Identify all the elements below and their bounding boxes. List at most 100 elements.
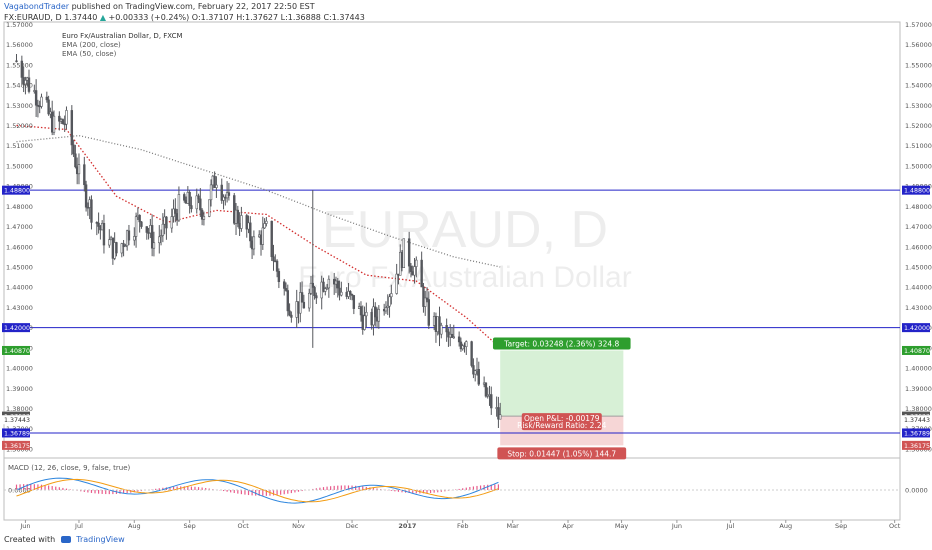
price-axis-tick-right: 1.50000	[905, 162, 932, 170]
candle-body	[209, 184, 213, 201]
time-axis-label: Mar	[507, 522, 520, 530]
price-tag-left: 1.36175	[4, 443, 30, 450]
price-axis-tick-left: 1.47000	[6, 223, 33, 231]
candle-body	[395, 273, 398, 294]
candle-body	[450, 333, 454, 338]
price-axis-tick-left: 1.57000	[6, 21, 33, 29]
price-axis-tick-left: 1.43000	[6, 304, 33, 312]
candle-body	[445, 325, 448, 333]
time-axis-label: Aug	[128, 522, 141, 530]
time-axis-label: Aug	[779, 522, 792, 530]
candle-body	[200, 209, 204, 220]
candle-body	[384, 307, 388, 312]
price-axis-tick-right: 1.56000	[905, 41, 932, 49]
price-axis-tick-left: 1.40000	[6, 365, 33, 373]
candle-body	[122, 243, 125, 247]
legend-instrument: Euro Fx/Australian Dollar, D, FXCM	[62, 32, 183, 40]
tradingview-link[interactable]: TradingView	[76, 535, 125, 544]
time-axis-label: Apr	[562, 522, 574, 530]
price-axis-tick-right: 1.57000	[905, 21, 932, 29]
candle-body	[340, 291, 343, 296]
candle-body	[415, 259, 418, 267]
ohlc-low-label: L:	[280, 13, 288, 22]
price-axis-tick-right: 1.44000	[905, 284, 932, 292]
candle-body	[236, 209, 240, 224]
published-text: published on TradingView.com, February 2…	[71, 2, 315, 11]
candle-body	[288, 310, 291, 316]
price-tag-left: 1.48800	[4, 188, 30, 195]
candle-body	[327, 278, 331, 289]
candle-body	[265, 220, 268, 224]
candle-body	[322, 281, 325, 292]
candle-body	[233, 195, 236, 224]
price-tag-left: 1.37443	[4, 417, 30, 424]
footer: Created with TradingView	[4, 535, 125, 544]
ema50-polyline	[16, 124, 501, 349]
long-position-tool[interactable]	[500, 350, 624, 446]
price-axis-tick-right: 1.51000	[905, 142, 932, 150]
candle-body	[474, 370, 477, 375]
price-tag-left-bg	[2, 185, 30, 195]
candle-body	[120, 243, 124, 254]
target-label: Target: 0.03248 (2.36%) 324.8	[503, 339, 619, 348]
candle-body	[315, 295, 318, 299]
candle-body	[140, 221, 143, 227]
ohlc-high-label: H:	[236, 13, 245, 22]
candle-body	[283, 281, 286, 289]
price-axis-tick-right: 1.40000	[905, 365, 932, 373]
candle-body	[83, 164, 86, 186]
candle-body	[47, 99, 50, 115]
price-tag-left-bg	[2, 415, 30, 425]
price-tag-left: 1.36789	[4, 430, 30, 437]
candle-body	[90, 199, 93, 223]
candle-body	[359, 306, 363, 316]
chart-header-line2: FX:EURAUD, D 1.37440 ▲ +0.00333 (+0.24%)…	[4, 13, 365, 22]
symbol-label: FX:EURAUD, D	[4, 13, 62, 22]
candle-body	[159, 235, 163, 238]
candle-body	[409, 265, 413, 272]
candle-body	[425, 297, 429, 300]
candle-body	[459, 341, 463, 350]
price-tag-right: 1.36789	[904, 430, 930, 437]
price-axis-tick-left: 1.45000	[6, 263, 33, 271]
candle-body	[174, 208, 177, 214]
candle-body	[190, 205, 193, 210]
candle-body	[102, 222, 106, 246]
candle-body	[484, 382, 488, 397]
stop-label-bg	[497, 447, 627, 460]
candle-body	[286, 290, 289, 312]
price-axis-tick-left: 1.38000	[6, 405, 33, 413]
candle-body	[427, 299, 430, 326]
price-axis-tick-left: 1.55000	[6, 61, 33, 69]
candle-body	[263, 223, 266, 229]
price-tag-right-bg	[902, 345, 930, 355]
candle-body	[145, 226, 148, 233]
candle-body	[413, 266, 416, 276]
candle-body	[220, 184, 223, 201]
price-axis-tick-left: 1.53000	[6, 102, 33, 110]
position-labels: Target: 0.03248 (2.36%) 324.8 Open P&L: -…	[492, 337, 631, 460]
candle-body	[472, 365, 475, 375]
candle-body	[272, 256, 275, 262]
candle-body	[277, 271, 281, 283]
price-axis-tick-left: 1.51000	[6, 142, 33, 150]
ohlc-open-label: O:	[191, 13, 201, 22]
price-tag-right-bg	[902, 428, 930, 438]
ema200-polyline	[16, 134, 501, 268]
price-axis-tick-right: 1.55000	[905, 61, 932, 69]
candle-body	[134, 216, 138, 237]
candle-body	[402, 238, 406, 268]
candle-body	[390, 293, 393, 298]
candle-body	[424, 297, 427, 307]
candle-body	[420, 259, 423, 288]
author-link[interactable]: VagabondTrader	[4, 2, 70, 11]
candle-body	[299, 292, 302, 314]
candle-body	[349, 291, 352, 295]
time-axis: Jun Jul Aug Sep Oct Nov Dec 2017 Feb Mar Apr May Jun…	[19, 520, 901, 530]
candle-body	[213, 175, 216, 188]
time-axis-label: Sep	[183, 522, 195, 530]
macd-zero-left: 0.0000	[8, 487, 31, 495]
candle-body	[70, 110, 74, 146]
price-tags: 1.48800 1.48800 1.42000 1.42000 1.36789 1.367…	[2, 185, 930, 450]
